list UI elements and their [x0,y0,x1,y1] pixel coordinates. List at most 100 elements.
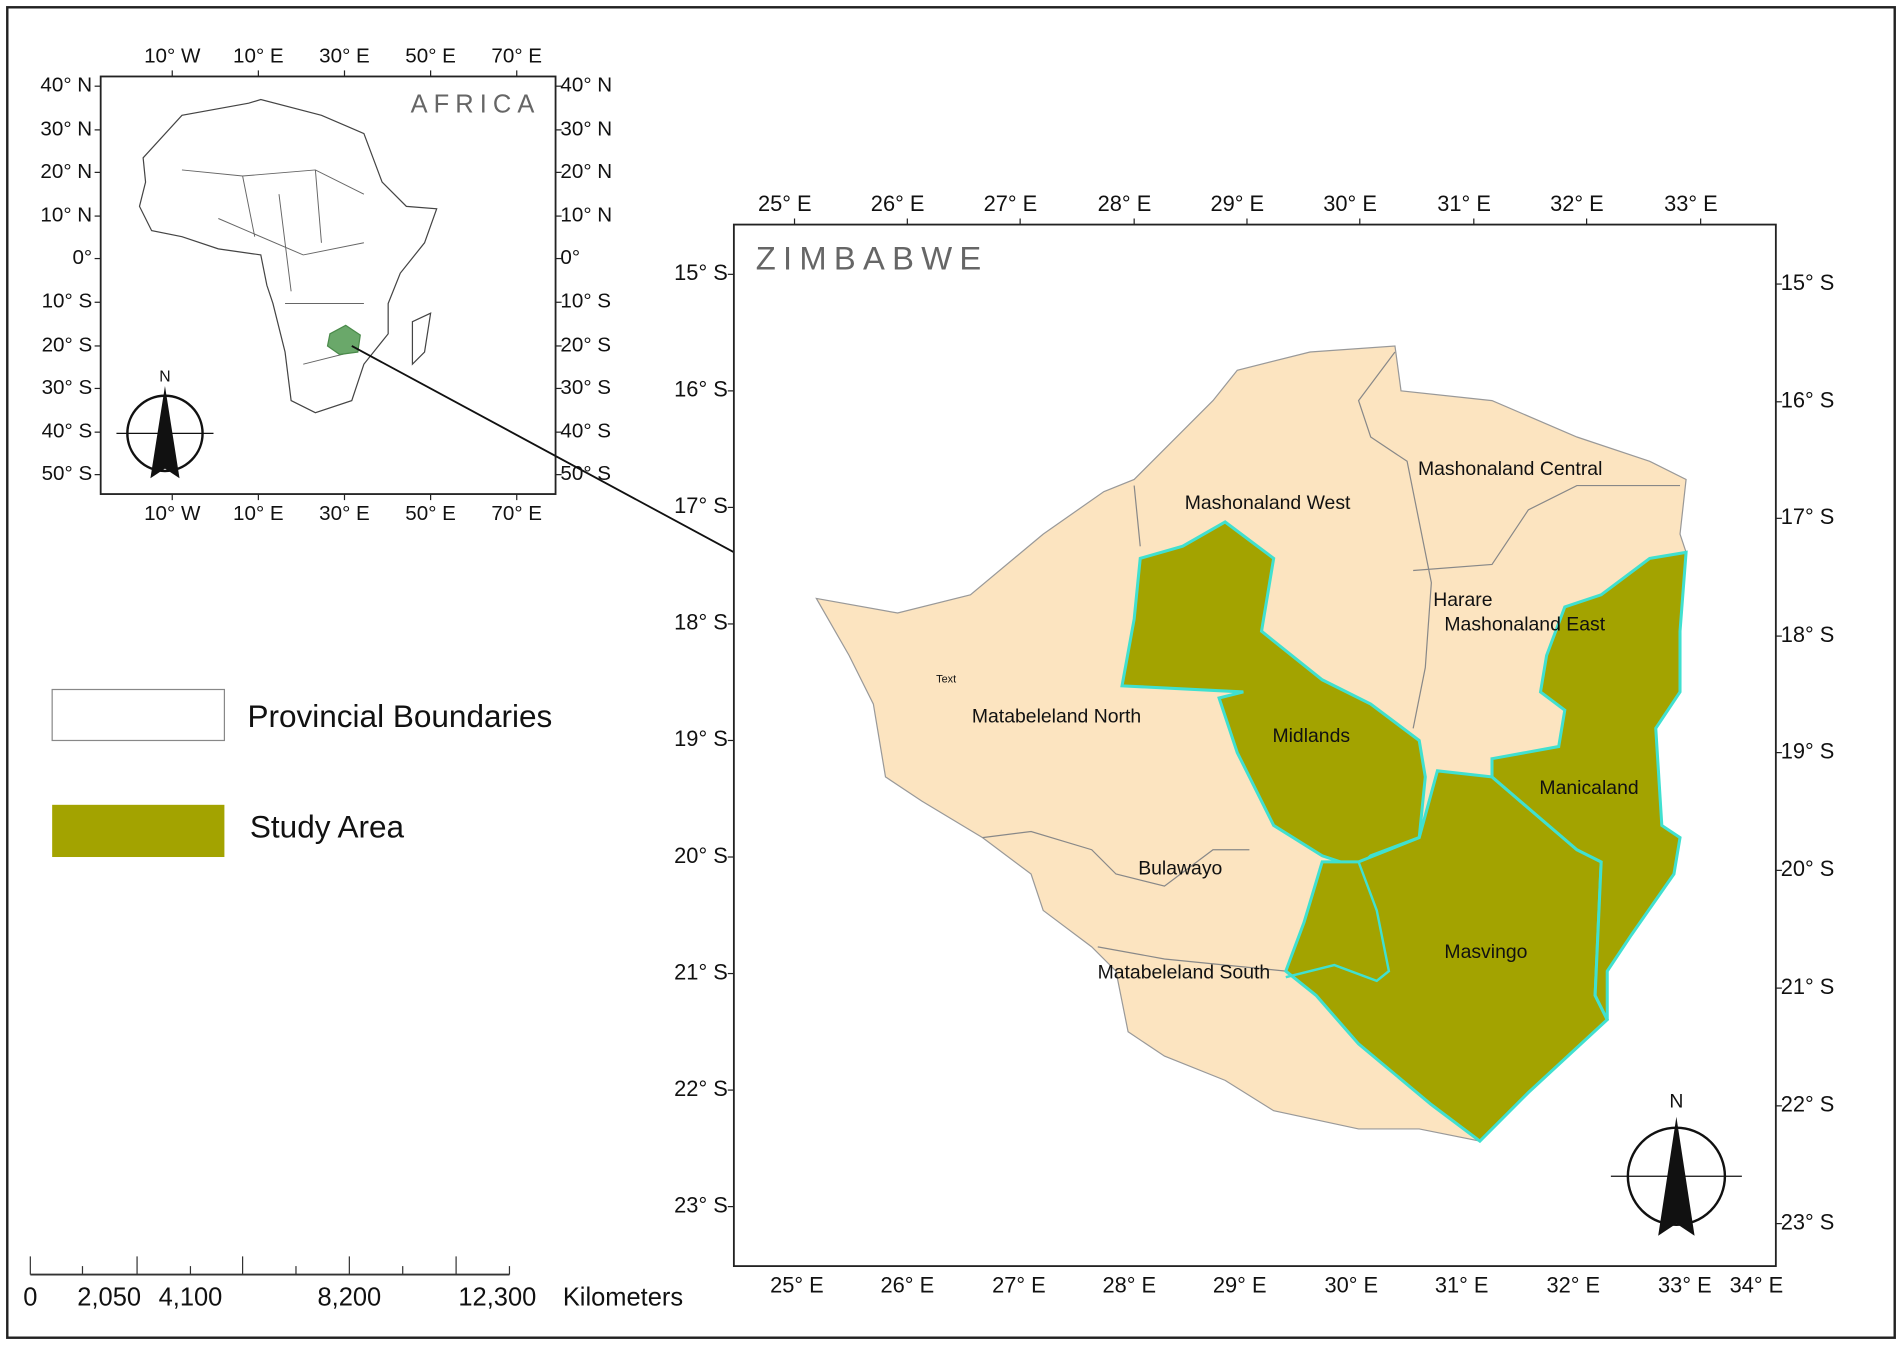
inset-right-tick: 30° S [560,376,611,399]
inset-right-tick: 40° N [560,74,612,97]
province-label: Matabeleland South [1098,962,1271,984]
inset-title: AFRICA [411,90,541,118]
legend-label: Provincial Boundaries [247,698,552,734]
scale-label: 12,300 [458,1284,536,1312]
province-label: Harare [1433,589,1492,611]
inset-right-tick: 0° [560,246,580,269]
province-label: Midlands [1272,725,1350,747]
north-label: N [1669,1090,1683,1112]
inset-top-tick: 10° W [144,45,201,68]
main-bottom-tick: 25° E [770,1272,824,1297]
province-boundaries [982,351,1681,972]
manicaland-area [1490,550,1688,1021]
main-bottom-tick: 30° E [1324,1272,1378,1297]
legend-swatch-study [52,804,225,858]
main-title: ZIMBABWE [756,240,989,277]
main-left-tick: 16° S [674,377,728,402]
main-right-tick: 17° S [1781,504,1835,529]
madagascar [411,312,432,366]
province-label: Manicaland [1539,777,1638,799]
inset-bottom-tick: 50° E [405,502,456,525]
legend-swatch-boundaries [51,688,226,742]
main-bottom-tick: 29° E [1213,1272,1267,1297]
inset-right-tick: 20° N [560,160,612,183]
main-left-tick: 15° S [674,260,728,285]
main-left-tick: 19° S [674,726,728,751]
main-bottom-tick: 31° E [1435,1272,1489,1297]
scale-label: 4,100 [159,1284,223,1312]
main-right-tick: 23° S [1781,1209,1835,1234]
main-right-tick: 21° S [1781,974,1835,999]
inset-top-tick: 10° E [233,45,284,68]
main-top-tick: 32° E [1550,191,1604,216]
main-right-tick: 22° S [1781,1092,1835,1117]
inset-right-tick: 40° S [560,420,611,443]
scale-label: 0 [23,1284,37,1312]
inset-left-tick: 40° N [40,74,92,97]
scale-unit: Kilometers [563,1284,683,1312]
main-left-tick: 18° S [674,610,728,635]
main-top-tick: 33° E [1664,191,1718,216]
main-bottom-tick: 34° E [1730,1272,1784,1297]
inset-left-tick: 30° S [42,376,93,399]
main-bottom-tick: 26° E [881,1272,935,1297]
inset-right-tick: 50° S [560,462,611,485]
inset-left-tick: 30° N [40,117,92,140]
province-label: Masvingo [1444,941,1527,963]
inset-right-tick: 10° N [560,204,612,227]
inset-right-tick: 10° S [560,290,611,313]
inset-bottom-tick: 30° E [319,502,370,525]
inset-left-tick: 40° S [42,420,93,443]
inset-bottom-tick: 10° E [233,502,284,525]
inset-north-arrow [116,386,214,479]
main-top-tick: 26° E [871,191,925,216]
inset-right-tick: 20° S [560,333,611,356]
main-top-tick: 29° E [1210,191,1264,216]
main-right-tick: 16° S [1781,388,1835,413]
province-label: Mashonaland West [1185,492,1351,514]
province-label: Bulawayo [1138,857,1222,879]
main-right-tick: 20° S [1781,856,1835,881]
africa-borders [181,169,365,365]
main-right-tick: 18° S [1781,622,1835,647]
main-bottom-tick: 28° E [1103,1272,1157,1297]
main-top-tick: 27° E [984,191,1038,216]
main-left-tick: 22° S [674,1076,728,1101]
main-left-tick: 20° S [674,843,728,868]
inset-top-tick: 50° E [405,45,456,68]
study-boundary [1285,861,1391,983]
main-left-tick: 23° S [674,1192,728,1217]
main-top-tick: 28° E [1098,191,1152,216]
inset-top-tick: 70° E [491,45,542,68]
scale-label: 2,050 [77,1284,141,1312]
province-label: Mashonaland East [1444,613,1605,635]
main-bottom-tick: 32° E [1546,1272,1600,1297]
main-left-tick: 17° S [674,493,728,518]
inset-left-tick: 50° S [42,462,93,485]
province-label: Text [936,674,956,686]
inset-top-tick: 30° E [319,45,370,68]
north-label: N [159,369,170,386]
inset-left-tick: 0° [72,246,92,269]
inset-left-tick: 10° S [42,290,93,313]
inset-bottom-tick: 10° W [144,502,201,525]
main-top-tick: 25° E [758,191,812,216]
main-right-tick: 19° S [1781,738,1835,763]
main-top-tick: 30° E [1323,191,1377,216]
scale-label: 8,200 [317,1284,381,1312]
inset-left-tick: 20° N [40,160,92,183]
main-top-tick: 31° E [1437,191,1491,216]
main-right-tick: 15° S [1781,270,1835,295]
province-label: Mashonaland Central [1418,458,1602,480]
legend-label: Study Area [250,808,405,844]
main-bottom-tick: 27° E [992,1272,1046,1297]
main-left-tick: 21° S [674,959,728,984]
inset-left-tick: 20° S [42,333,93,356]
main-north-arrow [1610,1116,1742,1236]
province-label: Matabeleland North [972,706,1141,728]
main-bottom-tick: 33° E [1658,1272,1712,1297]
zimbabwe-inset [326,324,361,356]
inset-right-tick: 30° N [560,117,612,140]
